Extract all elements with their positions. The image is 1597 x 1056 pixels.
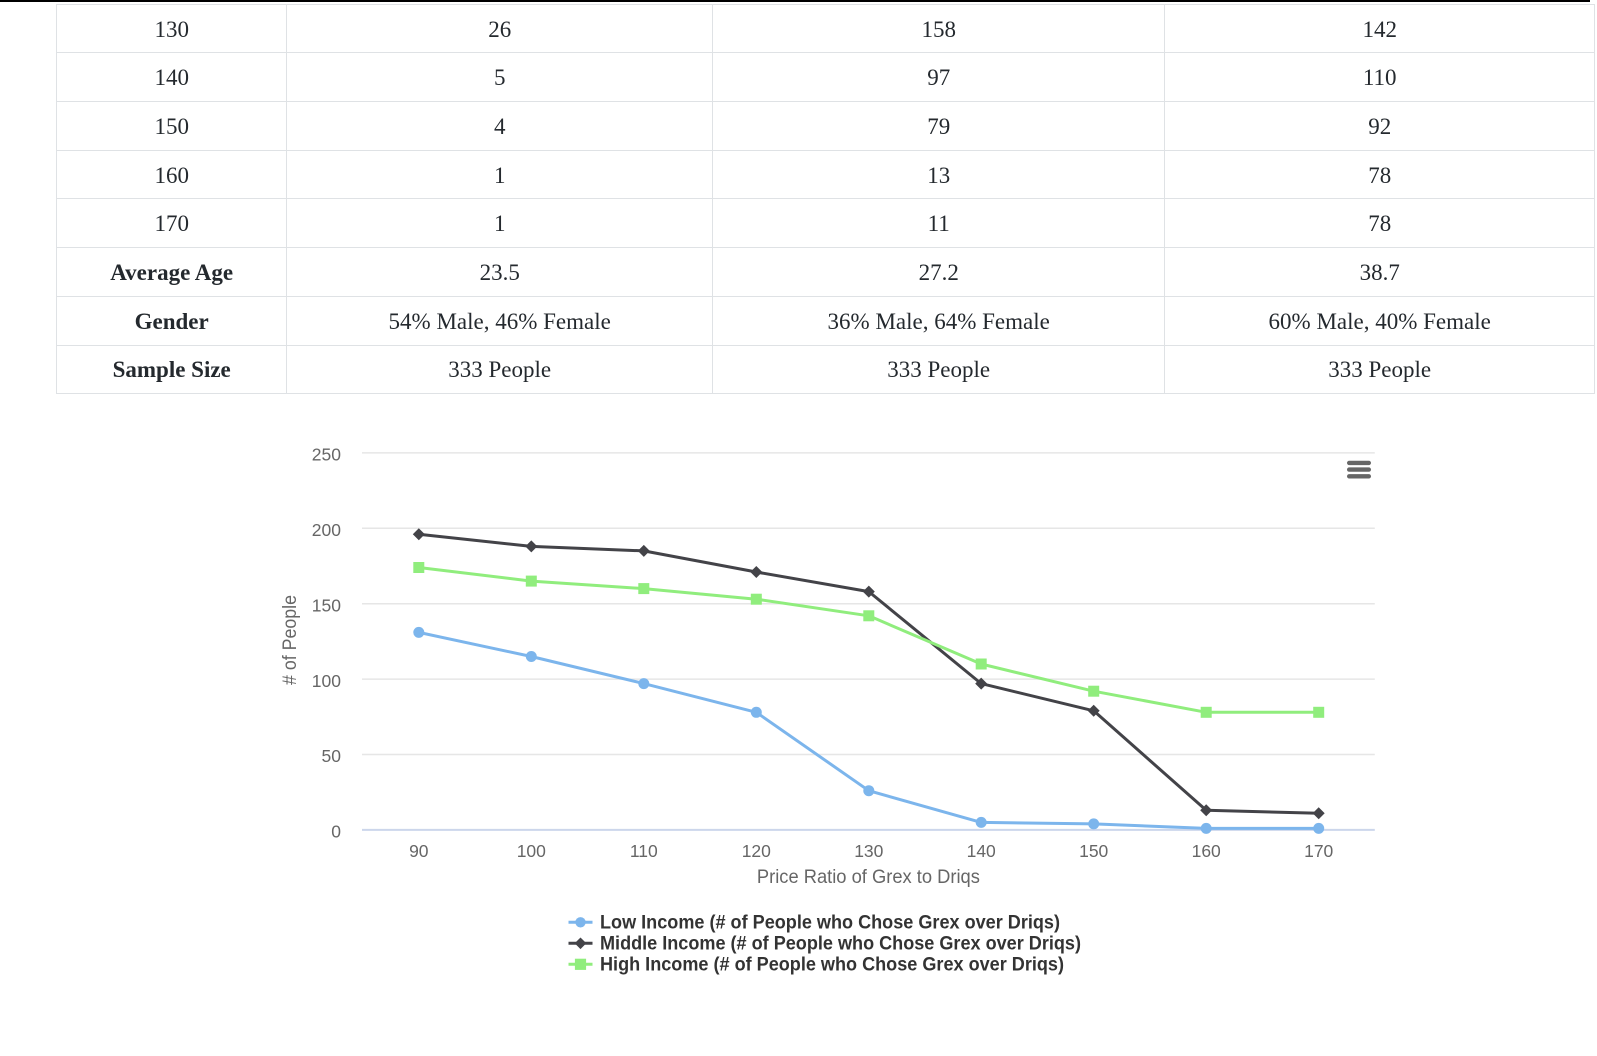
svg-text:200: 200 bbox=[312, 520, 341, 540]
svg-text:100: 100 bbox=[312, 671, 341, 691]
svg-text:160: 160 bbox=[1192, 841, 1221, 861]
svg-text:90: 90 bbox=[409, 841, 429, 861]
svg-text:0: 0 bbox=[331, 822, 341, 842]
svg-text:150: 150 bbox=[1079, 841, 1108, 861]
svg-text:High Income (# of People who C: High Income (# of People who Chose Grex … bbox=[600, 955, 1064, 976]
svg-text:250: 250 bbox=[312, 445, 341, 465]
svg-text:50: 50 bbox=[322, 746, 342, 766]
svg-text:100: 100 bbox=[517, 841, 546, 861]
svg-text:140: 140 bbox=[967, 841, 996, 861]
svg-text:150: 150 bbox=[312, 595, 341, 615]
svg-text:120: 120 bbox=[742, 841, 771, 861]
svg-text:130: 130 bbox=[854, 841, 883, 861]
svg-text:170: 170 bbox=[1304, 841, 1333, 861]
svg-text:# of People: # of People bbox=[279, 595, 301, 685]
svg-text:Middle Income (# of People who: Middle Income (# of People who Chose Gre… bbox=[600, 934, 1081, 955]
svg-text:110: 110 bbox=[630, 841, 658, 861]
svg-text:Low Income (# of People who Ch: Low Income (# of People who Chose Grex o… bbox=[600, 913, 1060, 934]
svg-text:Price Ratio of Grex to Driqs: Price Ratio of Grex to Driqs bbox=[757, 866, 980, 888]
